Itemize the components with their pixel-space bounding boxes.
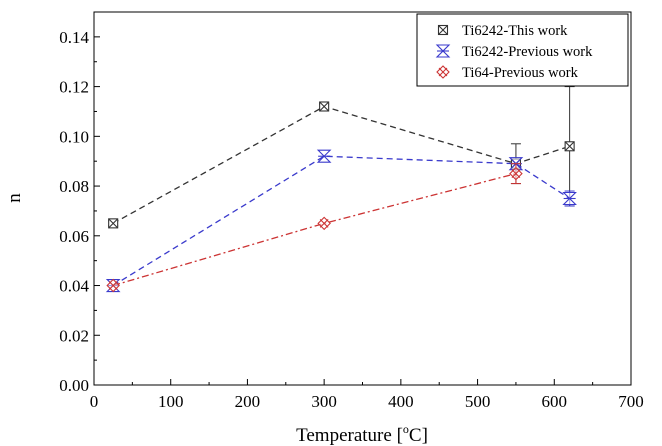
x-axis: 0 100 200 300 400 500 600 700	[90, 379, 644, 411]
x-axis-label: Temperature [oC]	[296, 422, 428, 446]
legend-item: Ti64-Previous work	[436, 65, 579, 81]
y-tick-label: 0.02	[59, 326, 89, 345]
data-point	[509, 166, 523, 181]
y-tick-label: 0.04	[59, 277, 89, 296]
data-point	[317, 216, 331, 231]
series-line	[112, 155, 570, 287]
data-point	[437, 24, 449, 36]
y-tick-label: 0.00	[59, 376, 89, 395]
legend-box	[416, 13, 629, 87]
y-tick-label: 0.10	[59, 127, 89, 146]
x-tick-label: 100	[158, 392, 184, 411]
y-tick-label: 0.12	[59, 78, 89, 97]
x-tick-label: 600	[542, 392, 568, 411]
legend-label: Ti64-Previous work	[462, 65, 579, 81]
y-axis: 0.00 0.02 0.04 0.06 0.08 0.10 0.12 0.14	[59, 28, 100, 395]
series-line	[112, 105, 570, 224]
legend-item: Ti6242-This work	[437, 23, 568, 39]
legend: Ti6242-This work Ti6242-Previous work Ti64…	[416, 13, 629, 87]
data-point	[316, 149, 332, 163]
y-tick-label: 0.08	[59, 177, 89, 196]
y-tick-label: 0.14	[59, 28, 89, 47]
y-tick-label: 0.06	[59, 227, 89, 246]
y-axis-label: n	[4, 193, 25, 203]
x-tick-label: 500	[465, 392, 491, 411]
legend-label: Ti6242-This work	[462, 23, 568, 39]
data-point	[436, 65, 450, 79]
data-point	[319, 101, 330, 112]
data-point	[435, 44, 451, 58]
series	[106, 163, 523, 293]
x-tick-label: 200	[235, 392, 261, 411]
x-tick-label: 700	[618, 392, 644, 411]
data-point	[108, 218, 119, 229]
data-point	[564, 141, 575, 152]
data-point	[562, 191, 577, 206]
legend-item: Ti6242-Previous work	[435, 44, 593, 60]
x-tick-label: 300	[311, 392, 337, 411]
series-layer	[105, 86, 577, 293]
data-point	[106, 278, 120, 293]
series-line	[112, 173, 517, 287]
legend-label: Ti6242-Previous work	[462, 44, 593, 60]
series	[105, 149, 577, 293]
x-tick-label: 400	[388, 392, 414, 411]
x-tick-label: 0	[90, 392, 99, 411]
